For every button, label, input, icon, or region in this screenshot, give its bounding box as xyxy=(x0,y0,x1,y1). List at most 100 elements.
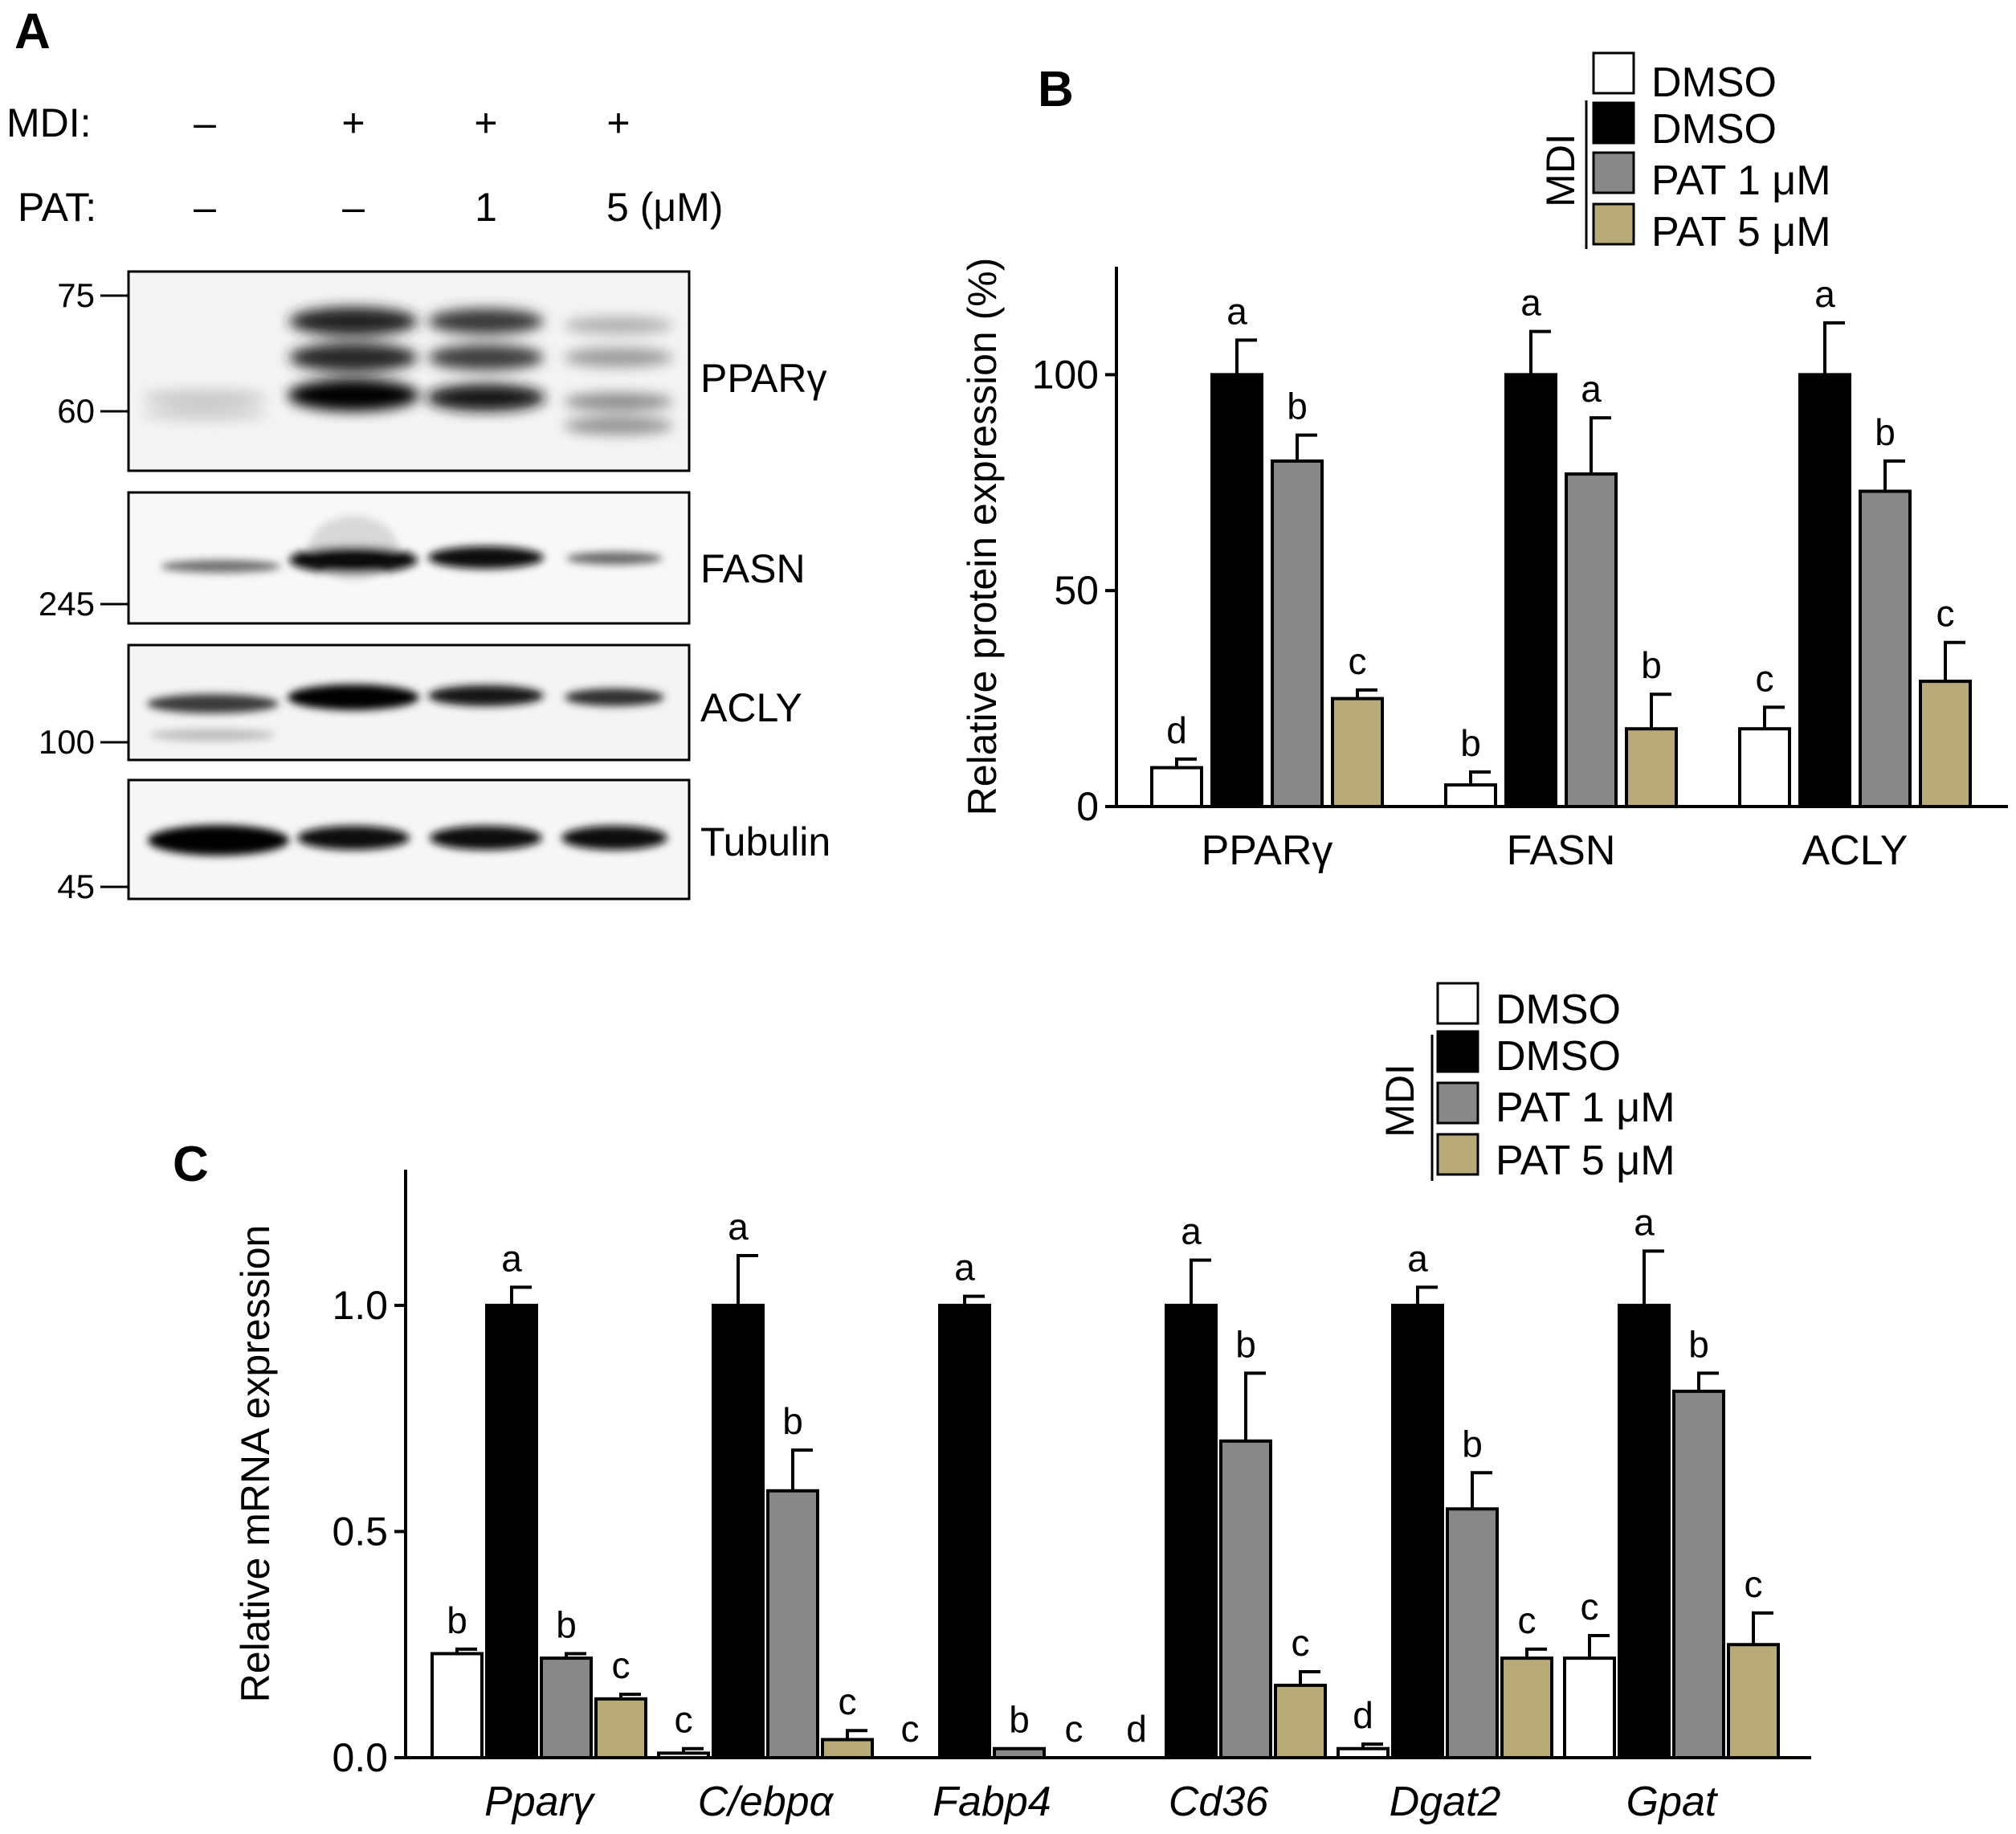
significance-letter: a xyxy=(1814,273,1835,315)
marker-100: 100 xyxy=(39,723,95,761)
significance-letter: b xyxy=(1875,411,1896,453)
blot-acly: ACLY 100 xyxy=(39,643,802,762)
pat-row-label: PAT: xyxy=(18,185,96,230)
significance-letter: c xyxy=(1518,1599,1536,1641)
significance-letter: b xyxy=(1235,1323,1256,1365)
significance-letter: b xyxy=(1460,722,1481,764)
x-tick-label: Cd36 xyxy=(1169,1779,1268,1825)
legend-b-swatch-dmso xyxy=(1592,51,1635,95)
bar xyxy=(1210,373,1263,808)
legend-c-text-mdi-dmso: DMSO xyxy=(1496,1033,1621,1080)
significance-letter: a xyxy=(1634,1201,1655,1243)
significance-letter: b xyxy=(782,1400,803,1442)
significance-letter: a xyxy=(501,1237,522,1279)
significance-letter: a xyxy=(1226,290,1247,332)
legend-b-text-pat1: PAT 1 μM xyxy=(1651,157,1831,204)
y-tick-label: 1.0 xyxy=(332,1283,388,1328)
panel-c-label: C xyxy=(173,1137,209,1192)
bar xyxy=(1444,783,1497,808)
blot-ppar: PPARγ 75 60 xyxy=(57,270,826,472)
bar xyxy=(1672,1389,1725,1760)
x-tick-label: Dgat2 xyxy=(1390,1779,1501,1825)
marker-75: 75 xyxy=(57,276,95,314)
bar xyxy=(1859,489,1912,808)
x-tick-label: ACLY xyxy=(1802,827,1908,874)
y-tick-label: 0.0 xyxy=(332,1735,388,1780)
blot-ppar-name: PPARγ xyxy=(700,356,826,401)
legend-b-text-mdi-dmso: DMSO xyxy=(1651,106,1777,153)
bar xyxy=(657,1751,710,1759)
bar xyxy=(1500,1656,1553,1759)
pat-lane-3: 1 xyxy=(475,185,497,230)
marker-45: 45 xyxy=(57,868,95,905)
significance-letter: b xyxy=(1688,1323,1709,1365)
bar xyxy=(1504,373,1557,808)
pat-lane-1: – xyxy=(194,185,216,230)
x-tick-label: C/ebpα xyxy=(698,1779,835,1825)
legend-b: DMSO DMSO PAT 1 μM PAT 5 μM MDI xyxy=(1538,51,1831,255)
blot-ppar-frame xyxy=(127,270,691,472)
significance-letter: b xyxy=(1009,1699,1030,1741)
bar xyxy=(1727,1643,1780,1759)
legend-b-swatch-mdi-dmso xyxy=(1592,101,1635,145)
bar xyxy=(1563,1656,1616,1759)
significance-letter: c xyxy=(839,1681,857,1722)
marker-245: 245 xyxy=(39,585,95,623)
significance-letter: a xyxy=(1181,1211,1202,1252)
y-tick-label: 100 xyxy=(1032,352,1099,397)
blot-fasn: FASN 245 xyxy=(39,491,806,625)
blot-tubulin: Tubulin 45 xyxy=(57,778,830,905)
bar xyxy=(1391,1303,1444,1759)
bar xyxy=(431,1652,484,1759)
significance-letter: d xyxy=(1353,1694,1373,1736)
significance-letter: a xyxy=(1407,1237,1428,1279)
x-tick-label: Pparγ xyxy=(484,1779,596,1825)
bar xyxy=(938,1303,991,1759)
mdi-row-label: MDI: xyxy=(6,100,92,145)
blot-fasn-name: FASN xyxy=(700,546,806,591)
bar xyxy=(1165,1303,1218,1759)
mdi-lane-1: – xyxy=(194,100,216,145)
mdi-lane-3: + xyxy=(474,100,497,145)
significance-letter: a xyxy=(1520,282,1541,324)
significance-letter: c xyxy=(1936,593,1955,635)
significance-letter: d xyxy=(1166,709,1187,751)
pat-lane-4: 5 (μM) xyxy=(606,185,723,230)
blot-tubulin-name: Tubulin xyxy=(700,819,830,864)
significance-letter: c xyxy=(1065,1708,1083,1750)
legend-c-group-label: MDI xyxy=(1377,1064,1422,1138)
blot-acly-bands xyxy=(147,684,664,741)
significance-letter: b xyxy=(447,1599,467,1641)
blot-tubulin-bands xyxy=(148,825,667,856)
y-tick-label: 50 xyxy=(1054,568,1099,613)
mdi-lane-4: + xyxy=(606,100,630,145)
legend-b-text-pat5: PAT 5 μM xyxy=(1651,209,1831,255)
panel-a-label: A xyxy=(14,4,51,59)
x-tick-label: Fabp4 xyxy=(933,1779,1051,1825)
significance-letter: a xyxy=(728,1206,749,1248)
bar xyxy=(540,1656,593,1759)
bar xyxy=(594,1697,647,1760)
significance-letter: c xyxy=(1745,1563,1763,1605)
legend-c-text-dmso: DMSO xyxy=(1496,986,1621,1033)
x-tick-label: PPARγ xyxy=(1202,827,1333,874)
significance-letter: d xyxy=(1126,1708,1147,1750)
significance-letter: b xyxy=(1641,644,1662,686)
bar xyxy=(1625,727,1678,808)
significance-letter: c xyxy=(901,1708,920,1750)
bar xyxy=(1919,680,1972,809)
significance-letter: b xyxy=(556,1603,577,1645)
significance-letter: b xyxy=(1287,386,1308,427)
bar xyxy=(1271,459,1324,808)
legend-b-text-dmso: DMSO xyxy=(1651,59,1777,106)
legend-c-swatch-pat5 xyxy=(1436,1133,1479,1176)
bar xyxy=(1565,472,1618,808)
bar xyxy=(993,1746,1046,1760)
legend-b-swatch-pat1 xyxy=(1592,151,1635,194)
legend-c-text-pat5: PAT 5 μM xyxy=(1496,1138,1675,1184)
bar xyxy=(1446,1507,1499,1760)
blot-acly-name: ACLY xyxy=(700,685,802,730)
blot-fasn-bands xyxy=(161,516,663,580)
bar xyxy=(1274,1683,1327,1760)
bar xyxy=(766,1489,819,1760)
